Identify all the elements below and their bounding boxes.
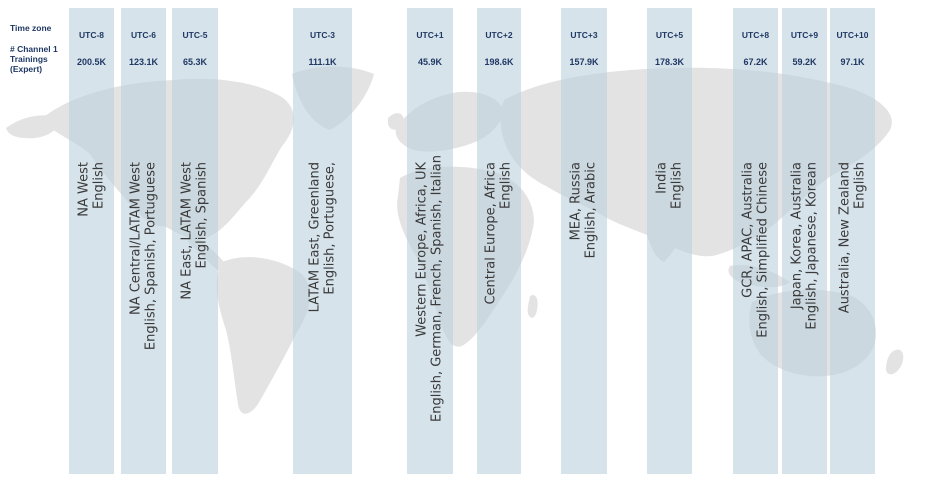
alaska-shape [6,115,62,139]
region-name: Central Europe, Africa [483,162,499,305]
region-languages: English [498,162,513,209]
region-name: MEA, Russia [568,162,584,241]
time-zone-value: UTC+1 [416,30,444,40]
region-name: India [654,162,669,194]
region-name: Western Europe, Africa, UK [414,162,430,337]
training-count: 178.3K [654,57,685,67]
time-zone-value: UTC-6 [130,30,157,40]
region-column-utc-plus-1: UTC+1 45.9K Western Europe, Africa, UK E… [407,8,453,474]
training-count: 67.2K [743,57,768,67]
region-column-utc-plus-8: UTC+8 67.2K GCR, APAC, Australia English… [733,8,778,474]
time-zone-value: UTC+8 [741,30,770,40]
region-column-utc-plus-2: UTC+2 198.6K Central Europe, Africa Engl… [477,8,521,474]
region-name: GCR, APAC, Australia [740,162,755,298]
region-languages: English, Arabic [583,162,598,259]
training-count: 59.2K [792,57,817,67]
uk-shape [388,113,404,130]
region-languages: English [90,162,106,209]
region-column-utc-minus-5: UTC-5 65.3K NA East, LATAM West English,… [172,8,218,474]
new-zealand-shape [886,349,904,375]
training-count: 123.1K [128,57,159,67]
region-languages: English [668,162,684,209]
training-count: 157.9K [569,57,599,67]
training-count: 97.1K [840,57,865,67]
region-name: LATAM East, Greenland [307,162,322,313]
training-count: 65.3K [182,57,208,67]
region-column-utc-minus-8: UTC-8 200.5K NA West English [69,8,114,474]
region-label: GCR, APAC, Australia English, Simplified… [740,162,770,422]
region-label: MEA, Russia English, Arabic [568,162,599,422]
region-label: Western Europe, Africa, UK English, Germ… [414,155,445,422]
training-count: 198.6K [484,57,514,67]
region-languages: English, German, French, Spanish, Italia… [429,155,444,422]
region-label: Australia, New Zealand English [837,162,867,422]
time-zone-value: UTC-3 [309,30,336,40]
region-languages: English [851,162,867,209]
region-languages: English, Spanish [194,162,209,269]
region-name: Australia, New Zealand [837,162,852,314]
trainings-label: # Channel 1 Trainings (Expert) [10,44,58,74]
region-column-utc-plus-3: UTC+3 157.9K MEA, Russia English, Arabic [561,8,607,474]
training-count: 45.9K [417,57,443,67]
region-label: LATAM East, Greenland English, Portugues… [307,162,337,422]
region-label: NA West English [76,162,106,422]
time-zone-value: UTC-8 [78,30,105,40]
region-name: Japan, Korea, Australia [789,162,804,310]
time-zone-value: UTC+9 [790,30,819,40]
region-name: NA Central/LATAM West [128,162,143,316]
time-zone-value: UTC+2 [485,30,513,40]
region-label: Japan, Korea, Australia English, Japanes… [789,162,819,422]
region-label: NA Central/LATAM West English, Spanish, … [128,162,158,422]
region-languages: English, Japanese, Korean [803,162,819,330]
region-column-utc-minus-3: UTC-3 111.1K LATAM East, Greenland Engli… [293,8,352,474]
training-count: 200.5K [76,57,107,67]
training-count: 111.1K [308,57,337,67]
time-zone-value: UTC+5 [655,30,684,40]
region-column-utc-minus-6: UTC-6 123.1K NA Central/LATAM West Engli… [121,8,166,474]
trainings-label-line2: Trainings [10,54,48,64]
region-languages: English, Simplified Chinese [754,162,770,338]
south-america-shape [216,257,310,414]
region-name: NA West [76,162,91,217]
time-zone-value: UTC+10 [836,30,869,40]
region-languages: English, Spanish, Portuguese [142,162,158,351]
region-label: India English [654,162,684,422]
region-languages: English, Portuguese, [321,162,337,295]
trainings-label-line1: # Channel 1 [10,44,58,54]
region-label: Central Europe, Africa English [483,162,514,422]
region-label: NA East, LATAM West English, Spanish [179,162,210,422]
trainings-label-line3: (Expert) [10,64,43,74]
region-column-utc-plus-5: UTC+5 178.3K India English [647,8,692,474]
region-column-utc-plus-10: UTC+10 97.1K Australia, New Zealand Engl… [830,8,875,474]
region-column-utc-plus-9: UTC+9 59.2K Japan, Korea, Australia Engl… [782,8,827,474]
region-name: NA East, LATAM West [179,162,195,300]
time-zone-value: UTC+3 [570,30,598,40]
time-zone-label: Time zone [10,23,52,33]
time-zone-value: UTC-5 [182,30,208,40]
madagascar-shape [527,294,538,318]
